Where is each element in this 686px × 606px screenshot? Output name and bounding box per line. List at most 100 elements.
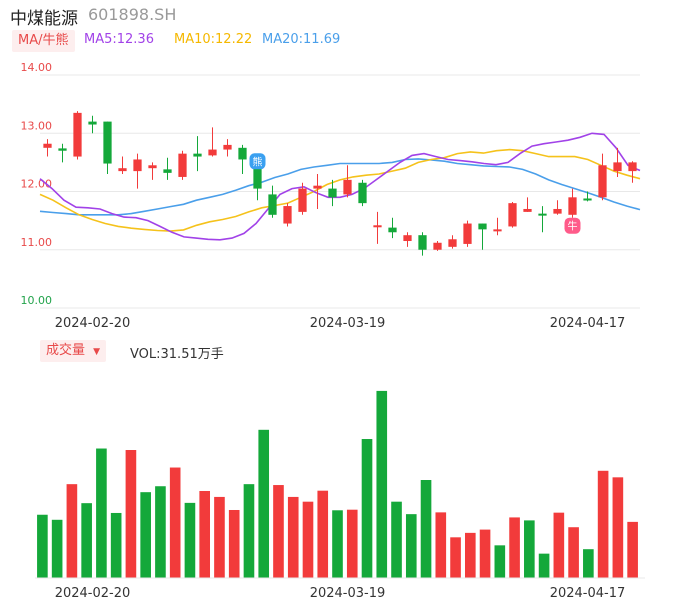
volume-bar [243, 484, 255, 578]
stock-code: 601898.SH [88, 5, 177, 24]
candle-body [538, 213, 547, 216]
volume-bar [317, 490, 329, 578]
volume-bar [125, 450, 137, 578]
candle-body [298, 188, 307, 212]
volume-bar [346, 509, 358, 578]
volume-bar [538, 553, 550, 578]
candle-body [193, 153, 202, 157]
ma10-line [39, 148, 641, 232]
y-tick-label: 13.00 [21, 119, 53, 132]
candle-body [88, 121, 97, 125]
ma5-line [39, 132, 641, 241]
volume-bar [391, 501, 402, 578]
candle-body [223, 144, 232, 150]
volume-toggle-tag[interactable]: 成交量 ▼ [40, 340, 107, 362]
ma-toggle-tag[interactable]: MA/牛熊 [12, 30, 75, 52]
y-tick-label: 12.00 [21, 178, 53, 191]
candle-body [463, 223, 472, 244]
candle-body [178, 153, 187, 177]
signal-badge [249, 153, 266, 170]
volume-bar [597, 470, 609, 578]
candle-body [403, 235, 412, 242]
volume-bar [155, 486, 166, 578]
candle-body [283, 206, 292, 224]
volume-bar [184, 502, 196, 578]
candle-body [448, 239, 457, 247]
volume-bar [509, 517, 520, 578]
volume-bar [214, 496, 225, 578]
candle-body [58, 148, 67, 151]
signal-badge [564, 217, 581, 234]
signal-label: 熊 [253, 155, 263, 168]
candle-body [73, 112, 82, 157]
candle-body [418, 235, 427, 250]
candle-body [133, 159, 142, 172]
candle-body [478, 223, 487, 230]
volume-bar [96, 448, 107, 578]
volume-bar [66, 484, 78, 578]
candle-body [598, 165, 607, 198]
volume-bar [302, 501, 314, 578]
x-tick-label: 2024-02-20 [55, 316, 131, 331]
candle-body [103, 121, 112, 164]
candle-body [433, 242, 442, 250]
volume-value: VOL:31.51万手 [130, 347, 224, 362]
ma10-label: MA10:12.22 [174, 32, 253, 47]
candle-body [268, 194, 277, 215]
volume-bar [199, 490, 211, 578]
volume-bar [361, 439, 373, 578]
volume-bar [450, 537, 461, 578]
volume-bar [228, 509, 240, 578]
candle-body [613, 162, 622, 172]
volume-bar [553, 512, 565, 578]
volume-bar [273, 485, 284, 578]
volume-bar [37, 514, 48, 578]
candle-body [148, 165, 157, 169]
candle-body [163, 169, 172, 173]
candle-body [568, 197, 577, 215]
volume-bar [627, 521, 638, 578]
candle-body [313, 185, 322, 189]
candle-body [373, 225, 382, 228]
ma20-line [39, 158, 641, 216]
volume-bar [51, 519, 63, 578]
candle-body [343, 179, 352, 195]
x-tick-label: 2024-04-17 [550, 316, 626, 331]
volume-bar [110, 512, 122, 578]
candle-body [238, 147, 247, 160]
chevron-down-icon: ▼ [93, 347, 101, 357]
y-tick-label: 10.00 [21, 294, 53, 307]
candle-body [43, 143, 52, 148]
volume-bar [524, 520, 535, 578]
candle-body [523, 208, 532, 212]
candle-body [253, 168, 262, 189]
signal-label: 牛 [568, 220, 578, 233]
ma5-label: MA5:12.36 [84, 32, 154, 47]
volume-bar [258, 429, 270, 578]
candle-body [208, 149, 217, 156]
volume-bar [494, 545, 506, 578]
volume-bar [169, 467, 181, 578]
volume-bar [81, 503, 92, 578]
volume-bar [287, 496, 299, 578]
candle-body [118, 168, 127, 172]
candle-body [553, 208, 562, 214]
volume-x-tick-label: 2024-03-19 [310, 586, 386, 601]
stock-name: 中煤能源 [10, 9, 78, 29]
candle-body [388, 227, 397, 233]
candle-body [628, 162, 637, 172]
x-tick-label: 2024-03-19 [310, 316, 386, 331]
volume-bar [420, 480, 432, 578]
volume-x-tick-label: 2024-04-17 [550, 586, 626, 601]
candle-body [358, 182, 367, 204]
candle-body [493, 229, 502, 232]
volume-bar [464, 532, 476, 578]
ma20-label: MA20:11.69 [262, 32, 341, 47]
volume-bar [376, 390, 388, 578]
candle-body [508, 203, 517, 227]
volume-bar [405, 514, 417, 578]
volume-bar [568, 527, 579, 578]
volume-bar [435, 512, 447, 578]
y-tick-label: 11.00 [21, 236, 53, 249]
